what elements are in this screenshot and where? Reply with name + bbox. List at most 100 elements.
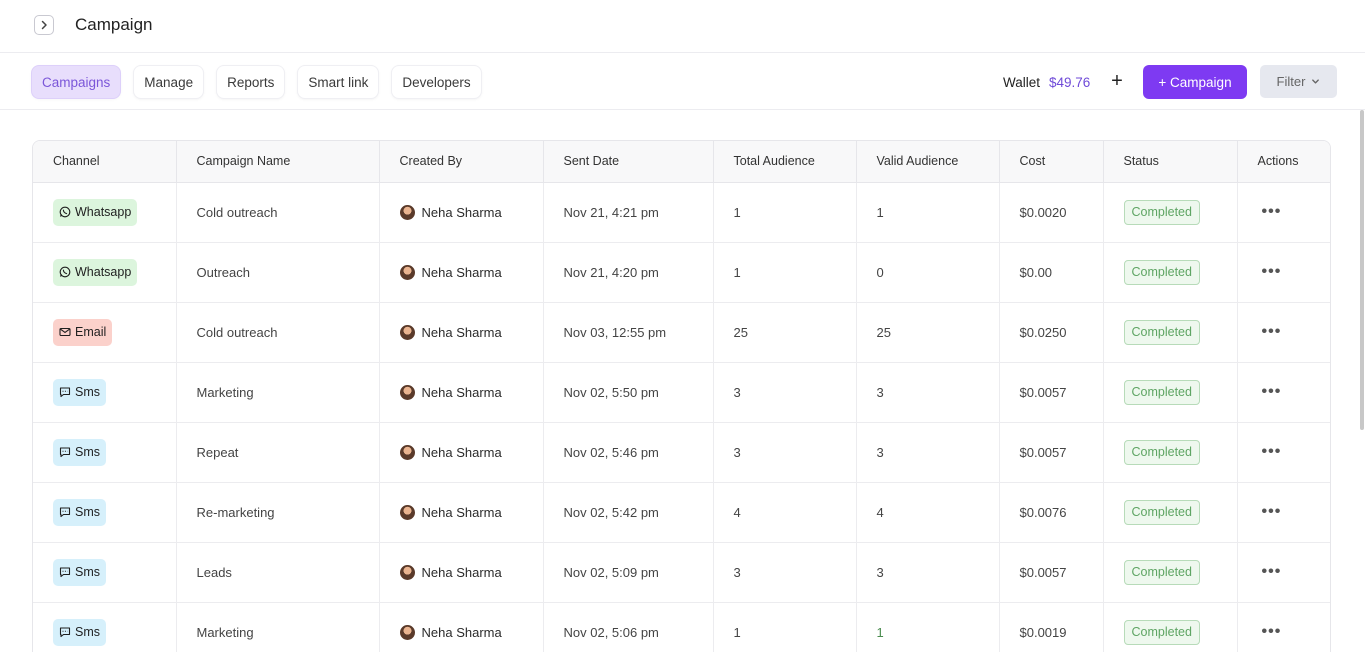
campaign-name: Leads: [176, 542, 380, 603]
channel-label: Sms: [75, 565, 100, 579]
channel-badge: Sms: [53, 378, 106, 406]
sent-date: Nov 02, 5:09 pm: [543, 542, 714, 603]
column-header-valid-audience[interactable]: Valid Audience: [856, 141, 1000, 183]
table-row[interactable]: Sms Leads Neha Sharma Nov 02, 5:09 pm 3 …: [33, 542, 1330, 603]
new-campaign-button[interactable]: + Campaign: [1143, 65, 1247, 99]
more-horizontal-icon[interactable]: •••: [1261, 323, 1282, 340]
nav-bar: Campaigns Manage Reports Smart link Deve…: [0, 54, 1365, 110]
tab-developers[interactable]: Developers: [392, 66, 481, 98]
chat-icon: [59, 447, 71, 458]
cost: $0.0250: [999, 302, 1104, 363]
created-by: Neha Sharma: [421, 324, 502, 340]
status-badge: Completed: [1123, 259, 1200, 285]
chat-icon: [59, 387, 71, 398]
more-horizontal-icon[interactable]: •••: [1261, 443, 1282, 460]
sidebar-toggle-button[interactable]: [34, 15, 54, 35]
column-header-status[interactable]: Status: [1103, 141, 1238, 183]
column-header-total-audience[interactable]: Total Audience: [713, 141, 857, 183]
cost: $0.0019: [999, 602, 1104, 652]
avatar: [399, 324, 415, 340]
total-audience: 3: [713, 422, 857, 483]
channel-label: Whatsapp: [75, 205, 132, 219]
campaign-name: Outreach: [176, 242, 380, 303]
chat-icon: [59, 567, 71, 578]
sent-date: Nov 02, 5:06 pm: [543, 602, 714, 652]
filter-button[interactable]: Filter: [1260, 65, 1337, 98]
status-badge: Completed: [1123, 619, 1200, 645]
more-horizontal-icon[interactable]: •••: [1261, 503, 1282, 520]
created-by: Neha Sharma: [421, 204, 502, 220]
status-badge: Completed: [1123, 199, 1200, 225]
channel-label: Whatsapp: [75, 265, 132, 279]
channel-badge: Whatsapp: [53, 198, 138, 226]
chevron-right-icon: [41, 20, 47, 30]
channel-badge: Email: [53, 318, 113, 346]
table-header-row: Channel Campaign Name Created By Sent Da…: [33, 141, 1330, 183]
column-header-actions: Actions: [1237, 141, 1330, 183]
more-horizontal-icon[interactable]: •••: [1261, 623, 1282, 640]
page-scrollbar[interactable]: [1360, 110, 1364, 430]
more-horizontal-icon[interactable]: •••: [1261, 203, 1282, 220]
created-by: Neha Sharma: [421, 624, 502, 640]
wallet-balance: $49.76: [1049, 75, 1091, 90]
chevron-down-icon: [1312, 79, 1320, 84]
column-header-cost[interactable]: Cost: [999, 141, 1104, 183]
tab-campaigns[interactable]: Campaigns: [32, 66, 121, 98]
tab-manage[interactable]: Manage: [134, 66, 204, 98]
tab-smart-link[interactable]: Smart link: [298, 66, 379, 98]
avatar: [399, 624, 415, 640]
cost: $0.0057: [999, 362, 1104, 423]
more-horizontal-icon[interactable]: •••: [1261, 563, 1282, 580]
wallet-add-button[interactable]: +: [1111, 69, 1123, 92]
valid-audience: 4: [856, 482, 1000, 543]
status-badge: Completed: [1123, 319, 1200, 345]
table-row[interactable]: Sms Marketing Neha Sharma Nov 02, 5:50 p…: [33, 362, 1330, 423]
more-horizontal-icon[interactable]: •••: [1261, 263, 1282, 280]
more-horizontal-icon[interactable]: •••: [1261, 383, 1282, 400]
table-row[interactable]: Whatsapp Cold outreach Neha Sharma Nov 2…: [33, 182, 1330, 243]
chat-icon: [59, 627, 71, 638]
sent-date: Nov 03, 12:55 pm: [543, 302, 714, 363]
valid-audience: 3: [856, 422, 1000, 483]
table-row[interactable]: Whatsapp Outreach Neha Sharma Nov 21, 4:…: [33, 242, 1330, 303]
sent-date: Nov 21, 4:20 pm: [543, 242, 714, 303]
valid-audience: 3: [856, 542, 1000, 603]
total-audience: 25: [713, 302, 857, 363]
cost: $0.0057: [999, 422, 1104, 483]
total-audience: 3: [713, 542, 857, 603]
channel-label: Sms: [75, 625, 100, 639]
mail-icon: [59, 327, 71, 337]
campaign-name: Cold outreach: [176, 182, 380, 243]
whatsapp-icon: [59, 266, 71, 278]
campaign-name: Marketing: [176, 362, 380, 423]
avatar: [399, 504, 415, 520]
status-badge: Completed: [1123, 439, 1200, 465]
table-row[interactable]: Email Cold outreach Neha Sharma Nov 03, …: [33, 302, 1330, 363]
sent-date: Nov 02, 5:50 pm: [543, 362, 714, 423]
column-header-created-by[interactable]: Created By: [379, 141, 544, 183]
table-row[interactable]: Sms Re-marketing Neha Sharma Nov 02, 5:4…: [33, 482, 1330, 543]
valid-audience: 25: [856, 302, 1000, 363]
chat-icon: [59, 507, 71, 518]
column-header-sent-date[interactable]: Sent Date: [543, 141, 714, 183]
channel-label: Sms: [75, 385, 100, 399]
sent-date: Nov 02, 5:46 pm: [543, 422, 714, 483]
table-row[interactable]: Sms Marketing Neha Sharma Nov 02, 5:06 p…: [33, 602, 1330, 652]
channel-label: Email: [75, 325, 107, 339]
sent-date: Nov 02, 5:42 pm: [543, 482, 714, 543]
valid-audience: 1: [856, 602, 1000, 652]
avatar: [399, 564, 415, 580]
avatar: [399, 264, 415, 280]
campaign-name: Repeat: [176, 422, 380, 483]
tab-reports[interactable]: Reports: [217, 66, 285, 98]
column-header-campaign-name[interactable]: Campaign Name: [176, 141, 380, 183]
channel-badge: Sms: [53, 498, 106, 526]
channel-badge: Sms: [53, 438, 106, 466]
column-header-channel[interactable]: Channel: [33, 141, 177, 183]
total-audience: 1: [713, 242, 857, 303]
campaigns-table: Channel Campaign Name Created By Sent Da…: [33, 141, 1330, 652]
campaign-name: Marketing: [176, 602, 380, 652]
table-row[interactable]: Sms Repeat Neha Sharma Nov 02, 5:46 pm 3…: [33, 422, 1330, 483]
sent-date: Nov 21, 4:21 pm: [543, 182, 714, 243]
total-audience: 4: [713, 482, 857, 543]
